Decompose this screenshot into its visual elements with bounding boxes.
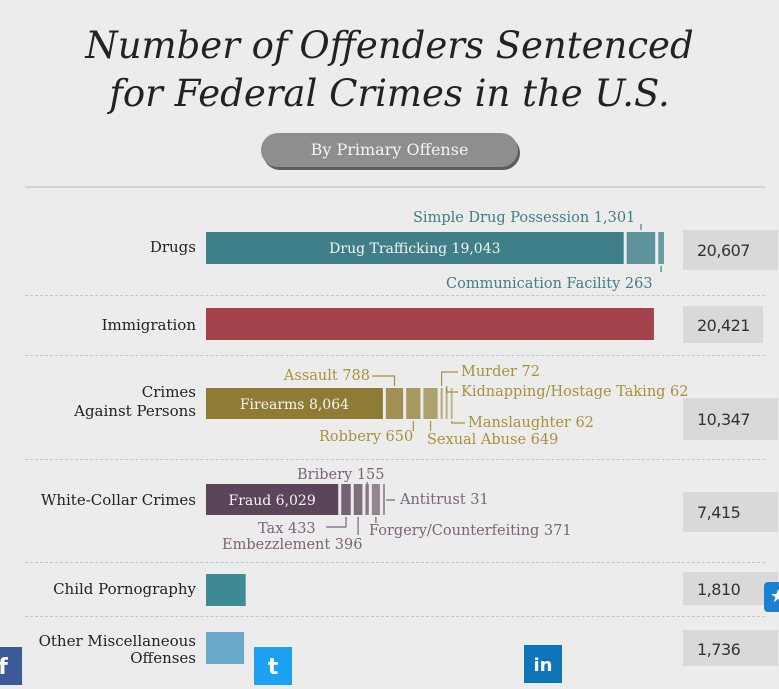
- bar-segment: [385, 388, 404, 419]
- bar-segment: [206, 388, 383, 419]
- bar-segment: [206, 574, 246, 606]
- category-label: Other Miscellaneous: [39, 632, 196, 650]
- total-box: [683, 306, 763, 343]
- bar-segment-label: Firearms 8,064: [240, 397, 349, 413]
- facebook-share-button[interactable]: f: [0, 647, 22, 685]
- annotation-leader: [326, 517, 347, 528]
- total-value-label: 1,736: [697, 640, 741, 659]
- total-value-label: 20,421: [697, 316, 750, 335]
- bar-segment: [440, 388, 443, 419]
- chart-title-line-2: for Federal Crimes in the U.S.: [109, 72, 670, 115]
- total-box: [683, 230, 778, 270]
- total-value-label: 20,607: [697, 241, 750, 260]
- bar-segment: [365, 484, 369, 515]
- bar-segment: [206, 308, 654, 340]
- bar-segment: [423, 388, 438, 419]
- linkedin-share-button[interactable]: in: [524, 645, 562, 683]
- total-box: [683, 492, 778, 532]
- annotation-leader: [446, 386, 458, 393]
- annotation-label: Embezzlement 396: [222, 537, 362, 553]
- bar-segment: [206, 484, 339, 515]
- bar-segment: [341, 484, 351, 515]
- bar-segment: [450, 388, 453, 419]
- bar-segment: [353, 484, 363, 515]
- total-value-label: 7,415: [697, 503, 740, 522]
- divider-row: [25, 562, 765, 563]
- bar-segment: [206, 232, 624, 264]
- category-label: Child Pornography: [53, 580, 196, 598]
- category-label: White-Collar Crimes: [41, 491, 196, 509]
- annotation-label: Kidnapping/Hostage Taking 62: [461, 384, 689, 400]
- annotation-label: Murder 72: [461, 364, 540, 380]
- chart-title: Number of Offenders Sentenced for Federa…: [0, 22, 779, 118]
- annotation-label: Simple Drug Possession 1,301: [413, 210, 635, 226]
- annotation-leader: [451, 421, 465, 424]
- annotation-label: Robbery 650: [319, 429, 413, 445]
- divider-top: [25, 186, 765, 188]
- total-box: [683, 630, 778, 666]
- category-label: Drugs: [150, 238, 196, 256]
- annotation-label: Manslaughter 62: [468, 415, 594, 431]
- bar-segment-label: Drug Trafficking 19,043: [329, 241, 500, 257]
- annotation-leader: [441, 371, 458, 386]
- total-value-label: 10,347: [697, 410, 750, 429]
- divider-row: [25, 459, 765, 460]
- divider-row: [25, 295, 765, 296]
- annotation-label: Sexual Abuse 649: [427, 432, 558, 448]
- bar-segment: [406, 388, 421, 419]
- bar-segment: [445, 388, 448, 419]
- annotation-label: Bribery 155: [297, 467, 385, 483]
- annotation-label: Assault 788: [283, 368, 370, 384]
- total-box: [683, 398, 778, 440]
- annotation-label: Tax 433: [258, 521, 316, 537]
- divider-row: [25, 616, 765, 617]
- twitter-share-button[interactable]: t: [254, 647, 292, 685]
- chart-title-line-1: Number of Offenders Sentenced: [85, 24, 694, 67]
- category-label: Against Persons: [73, 402, 196, 420]
- category-label: Offenses: [130, 649, 196, 667]
- bar-segment-label: Fraud 6,029: [228, 493, 315, 509]
- total-value-label: 1,810: [697, 580, 741, 599]
- bar-segment: [206, 632, 245, 664]
- total-box: [683, 572, 778, 605]
- bar-segment: [658, 232, 664, 264]
- category-label: Crimes: [142, 383, 196, 401]
- annotation-label: Communication Facility 263: [446, 276, 653, 292]
- divider-row: [25, 355, 765, 356]
- category-label: Immigration: [102, 316, 197, 334]
- subtitle-pill: By Primary Offense: [261, 133, 518, 167]
- annotation-label: Forgery/Counterfeiting 371: [369, 523, 572, 539]
- bar-segment: [382, 484, 385, 515]
- accessibility-icon[interactable]: ★: [764, 582, 779, 612]
- annotation-leader: [372, 375, 396, 386]
- annotation-label: Antitrust 31: [399, 492, 489, 508]
- bar-segment: [626, 232, 656, 264]
- bar-segment: [371, 484, 380, 515]
